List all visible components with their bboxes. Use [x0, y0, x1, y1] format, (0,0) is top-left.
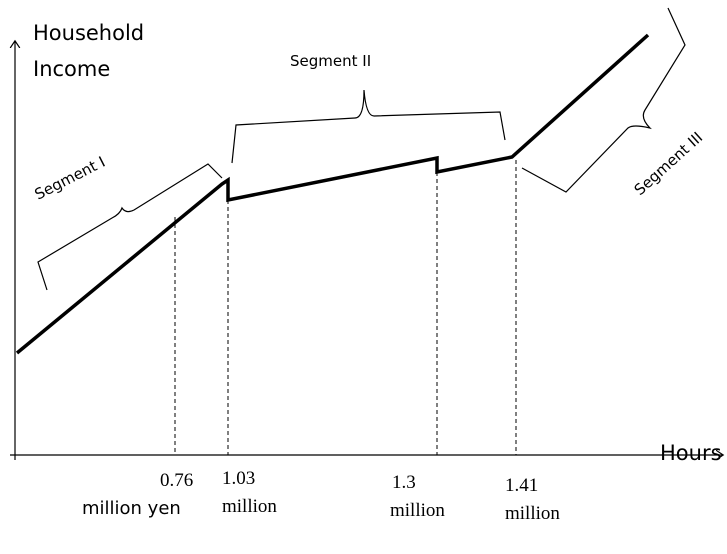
threshold-value: 1.03 — [222, 468, 255, 489]
threshold-unit: million — [505, 503, 560, 524]
threshold-value: 1.41 — [505, 475, 538, 496]
threshold-value: 0.76 — [160, 470, 193, 491]
segment-label: Segment I — [32, 153, 109, 204]
segment-label: Segment II — [290, 52, 371, 70]
brace — [231, 89, 506, 164]
x-axis-label: Hours — [660, 441, 722, 465]
threshold-unit: million — [222, 496, 277, 517]
brace — [521, 7, 686, 193]
threshold-unit: million — [390, 500, 445, 521]
threshold-unit: million yen — [82, 498, 181, 519]
income-line — [15, 33, 650, 355]
threshold-value: 1.3 — [392, 472, 416, 493]
segment-label: Segment III — [631, 128, 707, 199]
y-axis-label: Household — [33, 21, 144, 45]
y-axis-label: Income — [33, 57, 110, 81]
brace — [37, 163, 223, 291]
